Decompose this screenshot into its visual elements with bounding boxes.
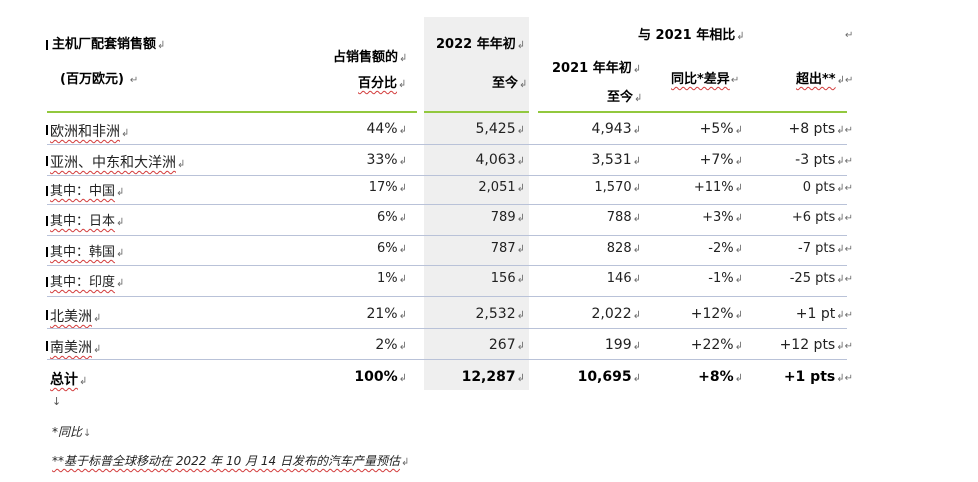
row-divider	[47, 328, 847, 329]
yoy-value: +3%↲	[702, 210, 743, 225]
table-row: 亚洲、中东和大洋洲↲ 33%↲ 4,063↲ 3,531↲ +7%↲ -3 pt…	[46, 146, 853, 174]
outperformance-header: 超出**↲↵	[796, 72, 854, 87]
ytd2022-value: 789↲	[490, 210, 525, 225]
outperformance-value: +6 pts↲↵	[791, 210, 853, 225]
ytd2022-value: 5,425↲	[475, 121, 525, 137]
yoy-value: -1%↲	[708, 271, 743, 286]
outperformance-value: +1 pt↲↵	[795, 306, 853, 322]
ytd2022-value: 2,051↲	[478, 180, 525, 195]
cell-end-mark: ↵	[845, 30, 854, 41]
yoy-value: +11%↲	[693, 180, 743, 195]
ytd2022-value: 267↲	[488, 337, 525, 353]
region-name: 其中：韩国↲	[50, 245, 125, 260]
table-row: 其中：印度↲ 1%↲ 156↲ 146↲ -1%↲ -25 pts↲↵	[46, 267, 853, 295]
header-rule	[424, 111, 529, 113]
cell-marker	[46, 40, 48, 50]
yoy-header: 同比*差异↵	[671, 72, 740, 87]
outperformance-value: +12 pts↲↵	[779, 337, 853, 353]
ytd2022-value: 156↲	[490, 271, 525, 286]
paragraph-mark: ↓	[52, 395, 62, 408]
row-divider	[47, 296, 847, 297]
share-value: 17%↲	[368, 180, 407, 195]
ytd2022-value: 787↲	[490, 241, 525, 256]
ytd2021-value: 146↲	[606, 271, 641, 286]
row-divider	[47, 144, 847, 145]
share-value: 44%↲	[366, 121, 407, 137]
table-row: 北美洲↲ 21%↲ 2,532↲ 2,022↲ +12%↲ +1 pt↲↵	[46, 300, 853, 328]
outperformance-value: -25 pts↲↵	[789, 271, 853, 286]
cell-marker	[46, 247, 48, 257]
ytd2021-header-line2: 至今↲	[607, 90, 643, 105]
outperformance-value: +8 pts↲↵	[788, 121, 853, 137]
region-name: 欧洲和非洲↲	[50, 124, 130, 140]
share-value: 1%↲	[376, 271, 407, 286]
total-row: 总计↲ 100%↲ 12,287↲ 10,695↲ +8%↲ +1 pts↲↵	[47, 363, 853, 391]
table-row: 其中：韩国↲ 6%↲ 787↲ 828↲ -2%↲ -7 pts↲↵	[46, 237, 853, 265]
ytd2022-header-line2: 至今↲	[492, 76, 528, 91]
yoy-value: +7%↲	[699, 152, 743, 168]
region-name: 北美洲↲	[50, 309, 102, 325]
region-name: 南美洲↲	[50, 340, 102, 356]
ytd2021-value: 4,943↲	[591, 121, 641, 137]
yoy-value: -2%↲	[708, 241, 743, 256]
table-unit: (百万欧元) ↵	[60, 72, 139, 87]
cell-marker	[46, 156, 48, 166]
cell-marker	[46, 125, 48, 135]
share-header-line1: 占销售额的↲	[333, 50, 408, 65]
table-row: 欧洲和非洲↲ 44%↲ 5,425↲ 4,943↲ +5%↲ +8 pts↲↵	[46, 115, 853, 143]
share-value: 33%↲	[366, 152, 407, 168]
total-share: 100%↲	[354, 369, 407, 385]
share-value: 6%↲	[376, 241, 407, 256]
ytd2022-value: 4,063↲	[475, 152, 525, 168]
region-name: 亚洲、中东和大洋洲↲	[50, 155, 186, 171]
ytd2022-value: 2,532↲	[475, 306, 525, 322]
outperformance-value: 0 pts↲↵	[802, 180, 853, 195]
table-title: 主机厂配套销售额↲	[52, 37, 166, 52]
outperformance-value: -7 pts↲↵	[798, 241, 853, 256]
share-header-line2: 百分比↲	[358, 76, 407, 91]
yoy-value: +5%↲	[699, 121, 743, 137]
total-outperformance: +1 pts↲↵	[783, 369, 853, 385]
ytd2021-value: 2,022↲	[591, 306, 641, 322]
total-ytd2021: 10,695↲	[577, 369, 641, 385]
total-ytd2022: 12,287↲	[461, 369, 525, 385]
header-rule	[538, 111, 847, 113]
share-value: 21%↲	[366, 306, 407, 322]
ytd2021-value: 788↲	[606, 210, 641, 225]
footnote-source: **基于标普全球移动在 2022 年 10 月 14 日发布的汽车产量预估↲	[52, 454, 410, 468]
cell-marker	[46, 341, 48, 351]
cell-marker	[46, 216, 48, 226]
ytd2021-value: 199↲	[604, 337, 641, 353]
share-value: 2%↲	[375, 337, 407, 353]
row-divider	[47, 175, 847, 176]
region-name: 其中：中国↲	[50, 184, 125, 199]
row-divider	[47, 204, 847, 205]
ytd2021-value: 1,570↲	[594, 180, 641, 195]
row-divider	[47, 359, 847, 360]
row-divider	[47, 265, 847, 266]
highlighted-column-2022	[424, 17, 529, 390]
header-rule	[47, 111, 417, 113]
total-label: 总计↲	[50, 372, 88, 388]
ytd2021-value: 3,531↲	[591, 152, 641, 168]
outperformance-value: -3 pts↲↵	[795, 152, 853, 168]
table-row: 其中：日本↲ 6%↲ 789↲ 788↲ +3%↲ +6 pts↲↵	[46, 206, 853, 234]
cell-marker	[46, 186, 48, 196]
compare-group-header: 与 2021 年相比↲	[638, 28, 745, 43]
yoy-value: +12%↲	[690, 306, 743, 322]
cell-marker	[46, 277, 48, 287]
region-name: 其中：日本↲	[50, 214, 125, 229]
share-value: 6%↲	[376, 210, 407, 225]
region-name: 其中：印度↲	[50, 275, 125, 290]
row-divider	[47, 235, 847, 236]
table-row: 南美洲↲ 2%↲ 267↲ 199↲ +22%↲ +12 pts↲↵	[46, 331, 853, 359]
cell-marker	[46, 310, 48, 320]
ytd2022-header-line1: 2022 年年初↲	[436, 37, 526, 52]
ytd2021-header-line1: 2021 年年初↲	[552, 61, 642, 76]
ytd2021-value: 828↲	[606, 241, 641, 256]
total-yoy: +8%↲	[698, 369, 743, 385]
footnote-yoy: *同比↓	[52, 425, 92, 439]
table-row: 其中：中国↲ 17%↲ 2,051↲ 1,570↲ +11%↲ 0 pts↲↵	[46, 176, 853, 204]
yoy-value: +22%↲	[690, 337, 743, 353]
